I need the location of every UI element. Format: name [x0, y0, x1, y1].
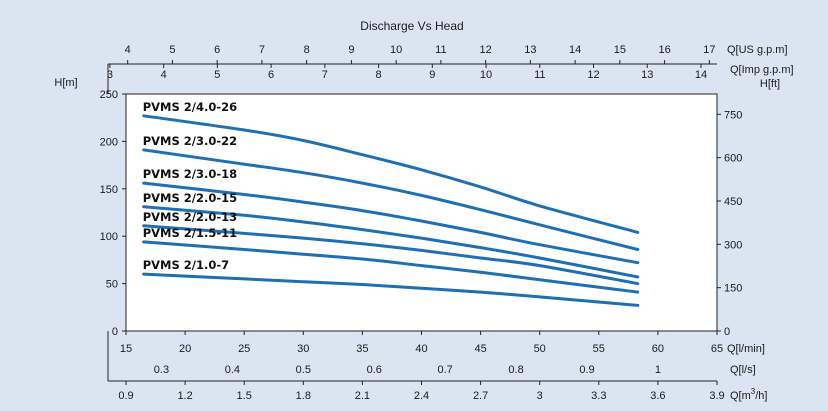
imp-gpm-tick-label: 8	[376, 69, 382, 81]
series-line	[142, 181, 640, 265]
x-tick-label: 65	[711, 343, 723, 355]
us-gpm-tick-label: 10	[390, 44, 402, 56]
l-per-s-tick-label: 0.3	[154, 364, 169, 376]
l-per-s-tick-label: 0.7	[437, 364, 452, 376]
tick-labels: 4 5 6 7 8 9 10 11 12 13 14 15 16 173 4 5 6 7 8 9 10 11 12 13 140…	[100, 44, 743, 402]
us-gpm-tick-label: 15	[614, 44, 626, 56]
us-gpm-tick-label: 7	[259, 44, 265, 56]
imp-gpm-tick-label: 14	[695, 69, 707, 81]
series-label: PVMS 2/4.0-26	[143, 100, 237, 114]
x-tick-label: 60	[652, 343, 664, 355]
l-per-s-tick-label: 0.8	[508, 364, 523, 376]
y-left-tick-label: 100	[100, 231, 118, 243]
series-label: PVMS 2/3.0-18	[143, 167, 237, 181]
series-line	[142, 224, 640, 286]
x-tick-label: 20	[179, 343, 191, 355]
l-per-s-axis-label: Q[l/s]	[730, 364, 756, 376]
x-tick-label: 15	[120, 343, 132, 355]
us-gpm-tick-label: 5	[169, 44, 175, 56]
l-per-s-tick-label: 0.4	[225, 364, 240, 376]
us-gpm-tick-label: 12	[479, 44, 491, 56]
m3-per-h-tick-label: 3.9	[709, 390, 724, 402]
y-axis-left-label: H[m]	[54, 77, 77, 89]
imp-gpm-tick-label: 7	[322, 69, 328, 81]
m3-per-h-tick-label: 3.3	[591, 390, 606, 402]
x-tick-label: 55	[593, 343, 605, 355]
x-tick-label: 35	[356, 343, 368, 355]
m3-per-h-tick-label: 2.1	[355, 390, 370, 402]
us-gpm-axis-label: Q[US g.p.m]	[727, 44, 788, 56]
imp-gpm-axis-label: Q[Imp g.p.m]	[730, 64, 794, 76]
x-tick-label: 45	[474, 343, 486, 355]
m3-per-h-tick-label: 3	[537, 390, 543, 402]
y-right-tick-label: 600	[724, 153, 742, 165]
series-line	[142, 205, 640, 279]
chart-title: Discharge Vs Head	[360, 19, 463, 33]
x-tick-label: 40	[415, 343, 427, 355]
l-per-s-tick-label: 0.6	[367, 364, 382, 376]
y-left-tick-label: 200	[100, 136, 118, 148]
series-label: PVMS 2/1.5-11	[143, 226, 237, 240]
imp-gpm-tick-label: 5	[214, 69, 220, 81]
y-right-tick-label: 750	[724, 109, 742, 121]
y-right-tick-label: 300	[724, 239, 742, 251]
imp-gpm-tick-label: 12	[587, 69, 599, 81]
imp-gpm-tick-label: 10	[480, 69, 492, 81]
y-left-tick-label: 0	[112, 326, 118, 338]
series-line	[142, 240, 640, 294]
series-line	[142, 114, 640, 234]
series-label: PVMS 2/3.0-22	[143, 134, 237, 148]
y-left-tick-label: 150	[100, 184, 118, 196]
series-line	[142, 148, 640, 251]
us-gpm-tick-label: 4	[125, 44, 131, 56]
m3-per-h-tick-label: 3.6	[650, 390, 665, 402]
y-right-tick-label: 150	[724, 283, 742, 295]
y-right-tick-label: 450	[724, 196, 742, 208]
imp-gpm-tick-label: 9	[429, 69, 435, 81]
y-right-tick-label: 0	[724, 326, 730, 338]
m3-per-h-tick-label: 2.7	[473, 390, 488, 402]
y-left-tick-label: 250	[100, 89, 118, 101]
m3-per-h-tick-label: 1.2	[177, 390, 192, 402]
m3-per-h-tick-label: 1.5	[237, 390, 252, 402]
x-tick-label: 30	[297, 343, 309, 355]
imp-gpm-tick-label: 3	[107, 69, 113, 81]
imp-gpm-tick-label: 4	[161, 69, 167, 81]
m3-per-h-tick-label: 0.9	[118, 390, 133, 402]
us-gpm-tick-label: 17	[703, 44, 715, 56]
us-gpm-tick-label: 14	[569, 44, 581, 56]
us-gpm-tick-label: 8	[304, 44, 310, 56]
series-curves: PVMS 2/4.0-26 PVMS 2/3.0-22 PVMS 2/3.0-18 P…	[142, 100, 640, 307]
y-left-tick-label: 50	[106, 279, 118, 291]
axes	[107, 60, 721, 385]
series-line	[142, 272, 640, 307]
x-axis-label: Q[l/min]	[727, 343, 765, 355]
m3-per-h-axis-label: Q[m3/h]	[730, 387, 767, 402]
l-per-s-tick-label: 0.5	[296, 364, 311, 376]
series-label: PVMS 2/2.0-13	[143, 210, 237, 224]
imp-gpm-tick-label: 11	[534, 69, 545, 81]
m3-per-h-tick-label: 1.8	[296, 390, 311, 402]
y-axis-right-label: H[ft]	[760, 78, 780, 90]
us-gpm-tick-label: 13	[524, 44, 536, 56]
us-gpm-tick-label: 11	[435, 44, 446, 56]
us-gpm-tick-label: 9	[348, 44, 354, 56]
m3-per-h-tick-label: 2.4	[414, 390, 429, 402]
l-per-s-tick-label: 0.9	[579, 364, 594, 376]
us-gpm-tick-label: 6	[214, 44, 220, 56]
x-tick-label: 50	[534, 343, 546, 355]
imp-gpm-tick-label: 6	[268, 69, 274, 81]
l-per-s-tick-label: 1	[655, 364, 661, 376]
series-label: PVMS 2/1.0-7	[143, 258, 229, 272]
imp-gpm-tick-label: 13	[641, 69, 653, 81]
x-tick-label: 25	[238, 343, 250, 355]
series-label: PVMS 2/2.0-15	[143, 191, 237, 205]
us-gpm-tick-label: 16	[658, 44, 670, 56]
